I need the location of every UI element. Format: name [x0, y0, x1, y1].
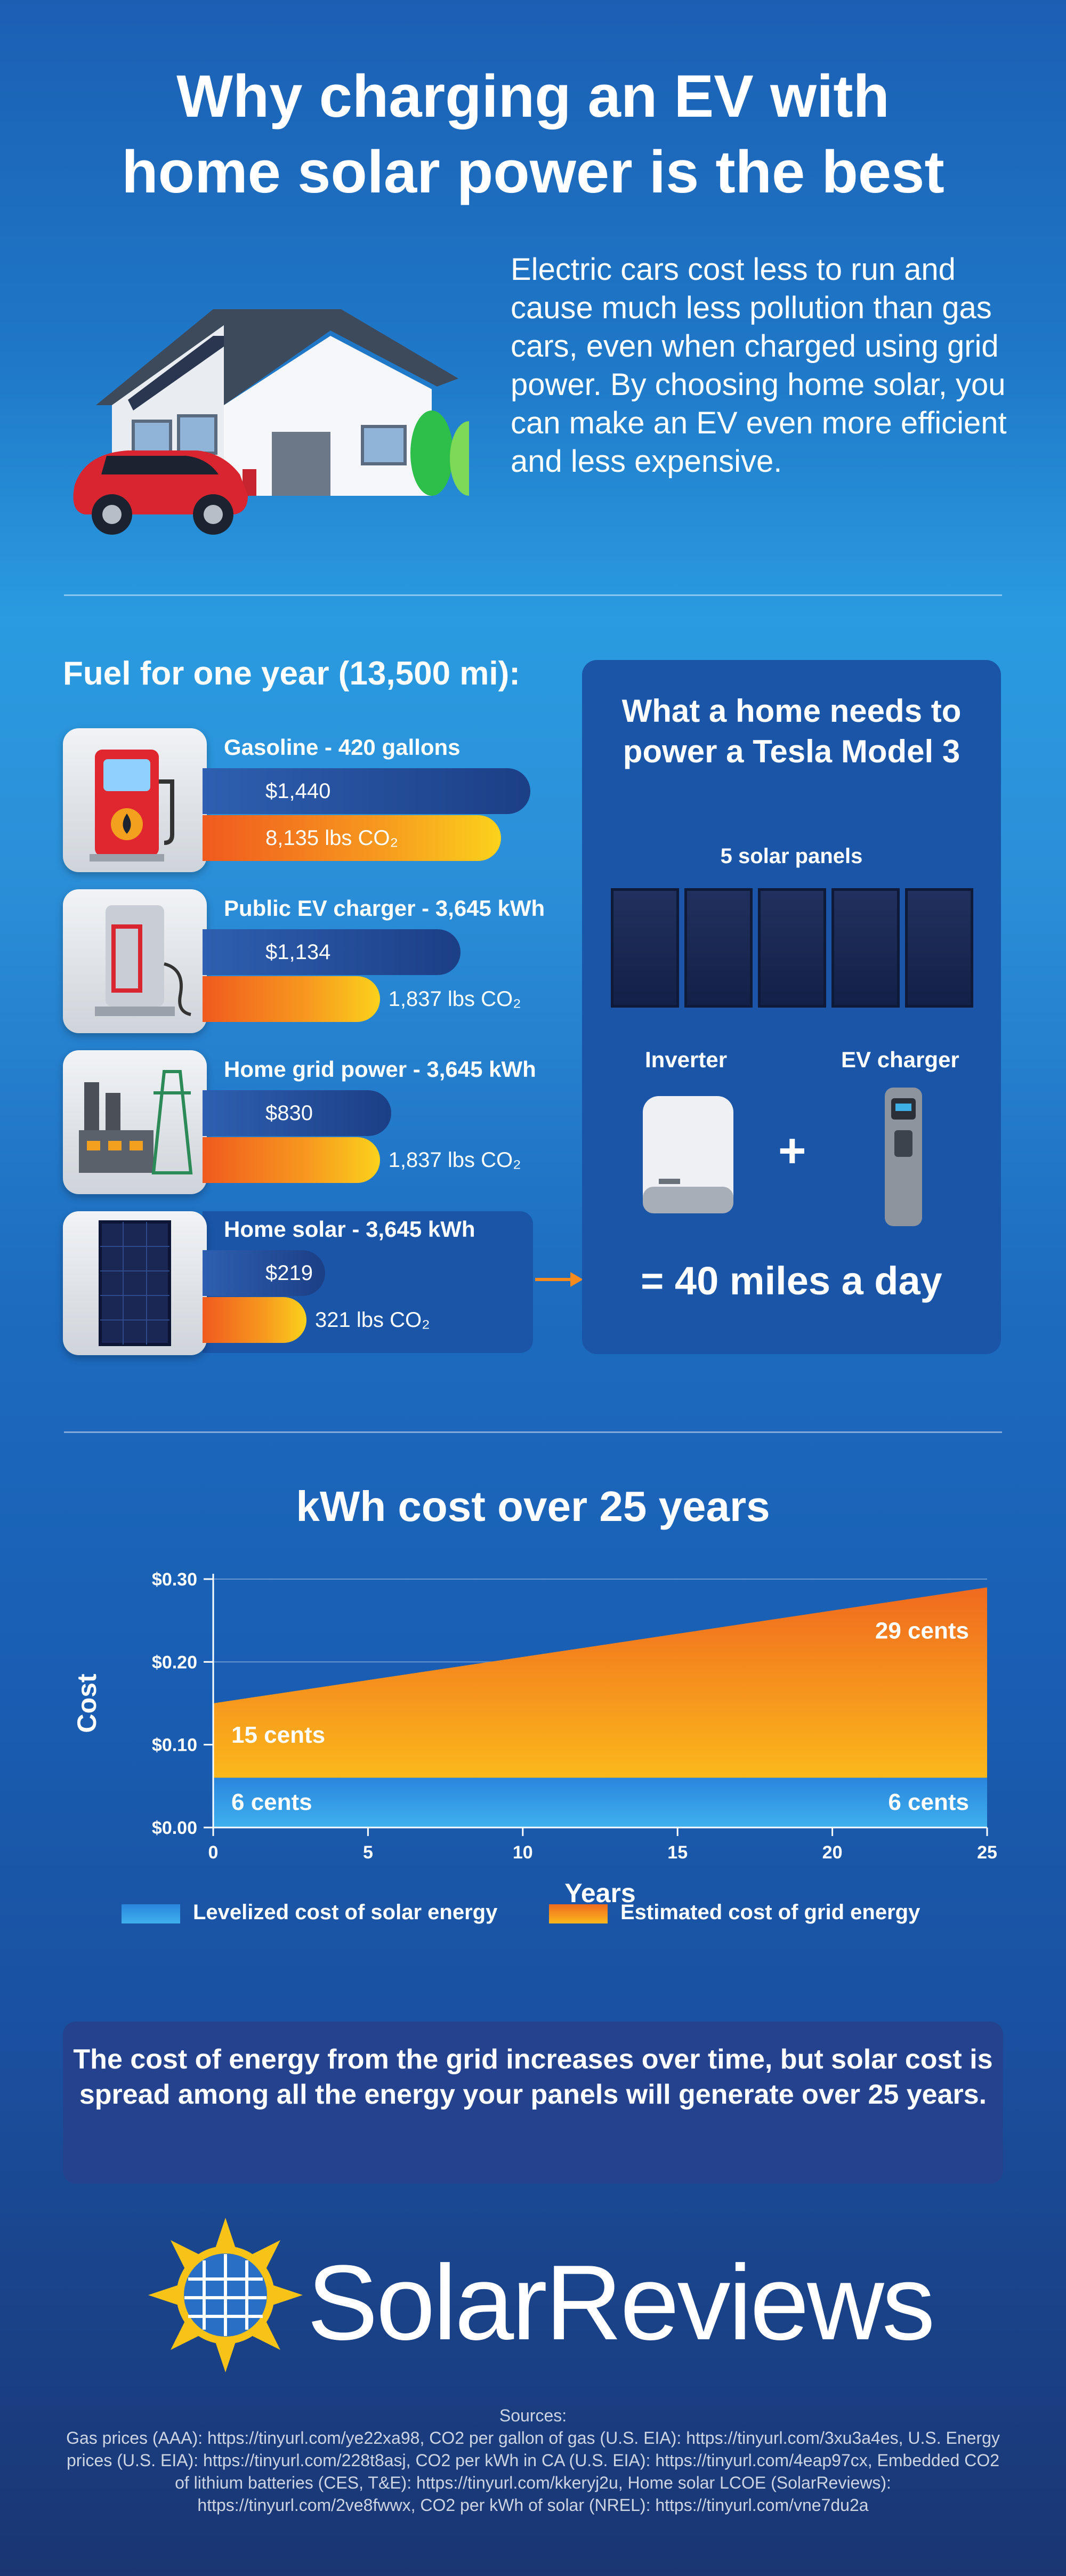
x-tick-label: 15: [667, 1842, 688, 1863]
y-tick-label: $0.10: [152, 1735, 197, 1756]
x-tick-label: 10: [513, 1842, 533, 1863]
ev-charger-label: EV charger: [841, 1047, 959, 1072]
miles-per-day-result: = 40 miles a day: [641, 1259, 942, 1303]
grid-vs-solar-note: The cost of energy from the grid increas…: [63, 2022, 1003, 2184]
arrow-right-icon: [535, 1272, 583, 1287]
data-label-grid-start: 15 cents: [231, 1722, 325, 1748]
power-plant-icon: [63, 1050, 207, 1194]
data-label-grid-end: 29 cents: [875, 1618, 969, 1644]
co2-value-public-ev: 1,837 lbs CO₂: [388, 987, 521, 1011]
co2-bar-public-ev: [203, 976, 380, 1022]
x-axis-title: Years: [564, 1878, 635, 1908]
co2-bar-home-solar: [203, 1297, 306, 1343]
y-axis-title: Cost: [72, 1673, 102, 1733]
co2-bar-gasoline: [203, 815, 501, 861]
sources-text: Gas prices (AAA): https://tinyurl.com/ye…: [66, 2428, 1000, 2515]
cost-bar-public-ev: [203, 929, 461, 975]
grid-energy-area: [213, 1587, 987, 1778]
inverter-icon: [643, 1096, 733, 1213]
divider-top: [64, 594, 1002, 596]
solar-panel-3: [758, 888, 826, 1008]
solarreviews-sun-logo-icon: [148, 2218, 303, 2372]
co2-value-gasoline: 8,135 lbs CO₂: [265, 826, 398, 850]
cost-value-home-grid: $830: [265, 1101, 313, 1125]
ev-wall-charger-icon: [885, 1088, 922, 1226]
gas-pump-icon: [63, 728, 207, 872]
y-tick-label: $0.30: [152, 1569, 197, 1590]
title-line-2: home solar power is the best: [122, 139, 944, 205]
x-tick-label: 0: [208, 1842, 219, 1863]
y-tick-label: $0.00: [152, 1818, 197, 1838]
data-label-solar-end: 6 cents: [888, 1789, 969, 1815]
co2-bar-home-grid: [203, 1137, 380, 1183]
co2-value-home-solar: 321 lbs CO₂: [315, 1308, 430, 1332]
solar-panel-4: [831, 888, 900, 1008]
tesla-heading: What a home needs to power a Tesla Model…: [621, 693, 962, 769]
data-label-solar-start: 6 cents: [231, 1789, 312, 1815]
brand-name: SolarReviews: [307, 2243, 935, 2362]
ev-charger-icon: [63, 889, 207, 1033]
fuel-label-gasoline: Gasoline - 420 gallons: [224, 735, 461, 760]
x-tick-label: 20: [822, 1842, 843, 1863]
inverter-label: Inverter: [645, 1047, 728, 1072]
solar-panel-2: [684, 888, 753, 1008]
cost-value-gasoline: $1,440: [265, 779, 331, 803]
intro-text: Electric cars cost less to run and cause…: [511, 252, 1007, 479]
cost-value-home-solar: $219: [265, 1261, 313, 1285]
solar-panel-icon: [63, 1211, 207, 1355]
sources: Sources: Gas prices (AAA): https://tinyu…: [64, 2404, 1002, 2516]
y-tick-label: $0.20: [152, 1652, 197, 1672]
page-title: Why charging an EV with home solar power…: [0, 59, 1066, 210]
title-line-1: Why charging an EV with: [176, 63, 890, 130]
solar-energy-area: [213, 1777, 987, 1828]
fuel-heading: Fuel for one year (13,500 mi):: [63, 655, 520, 692]
cost-value-public-ev: $1,134: [265, 940, 331, 964]
cost-bar-gasoline: [203, 768, 530, 814]
x-tick-label: 5: [363, 1842, 373, 1863]
x-tick-label: 25: [977, 1842, 997, 1863]
fuel-label-home-grid: Home grid power - 3,645 kWh: [224, 1057, 536, 1082]
legend-swatch-grid: [549, 1904, 608, 1923]
fuel-label-home-solar: Home solar - 3,645 kWh: [224, 1217, 475, 1242]
solar-panel-1: [611, 888, 679, 1008]
panels-label: 5 solar panels: [720, 844, 863, 868]
fuel-label-public-ev: Public EV charger - 3,645 kWh: [224, 896, 545, 921]
co2-value-home-grid: 1,837 lbs CO₂: [388, 1148, 521, 1172]
sources-heading: Sources:: [499, 2406, 567, 2425]
kwh-cost-chart: $0.00 $0.10 $0.20 $0.30 0 5 10 15 20 25 6 cents 6 c…: [72, 1569, 997, 1924]
legend-swatch-solar: [122, 1904, 180, 1923]
legend-label-solar: Levelized cost of solar energy: [193, 1901, 498, 1924]
cost-bar-home-solar: [203, 1250, 325, 1296]
solar-panel-5: [905, 888, 973, 1008]
legend-label-grid: Estimated cost of grid energy: [620, 1901, 920, 1924]
divider-middle: [64, 1431, 1002, 1433]
chart-title: kWh cost over 25 years: [296, 1483, 770, 1530]
plus-sign: +: [778, 1124, 806, 1178]
house-with-car-illustration: [73, 309, 469, 535]
cost-bar-home-grid: [203, 1090, 392, 1136]
